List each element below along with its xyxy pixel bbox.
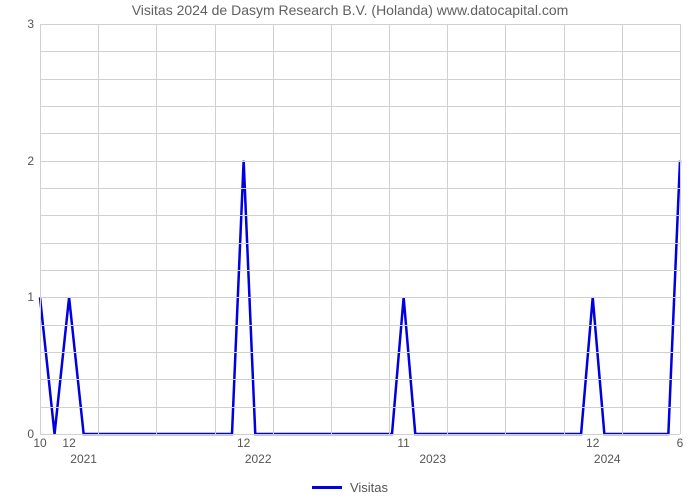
y-tick-label: 2 xyxy=(27,154,34,168)
x-gridline xyxy=(156,24,157,434)
y-minor-gridline xyxy=(40,79,680,80)
y-gridline xyxy=(40,161,680,162)
x-year-tick-label: 2021 xyxy=(70,452,97,466)
y-minor-gridline xyxy=(40,215,680,216)
x-gridline xyxy=(273,24,274,434)
chart-title: Visitas 2024 de Dasym Research B.V. (Hol… xyxy=(0,2,700,18)
x-gridline xyxy=(447,24,448,434)
x-gridline xyxy=(622,24,623,434)
x-month-tick-label: 12 xyxy=(586,436,599,450)
x-month-tick-label: 6 xyxy=(677,436,684,450)
y-gridline xyxy=(40,434,680,435)
x-month-tick-label: 12 xyxy=(62,436,75,450)
y-minor-gridline xyxy=(40,243,680,244)
chart-plot-area: 0123101212111262021202220232024 xyxy=(40,24,680,434)
x-month-tick-label: 12 xyxy=(237,436,250,450)
x-year-tick-label: 2022 xyxy=(245,452,272,466)
y-tick-label: 1 xyxy=(27,290,34,304)
y-gridline xyxy=(40,297,680,298)
x-gridline xyxy=(40,24,41,434)
chart-legend: Visitas xyxy=(0,476,700,495)
x-year-tick-label: 2024 xyxy=(594,452,621,466)
legend-swatch xyxy=(312,486,342,489)
y-gridline xyxy=(40,24,680,25)
y-minor-gridline xyxy=(40,270,680,271)
y-minor-gridline xyxy=(40,407,680,408)
x-gridline xyxy=(680,24,681,434)
x-month-tick-label: 10 xyxy=(33,436,46,450)
x-gridline xyxy=(98,24,99,434)
x-gridline xyxy=(389,24,390,434)
chart-line-layer xyxy=(40,24,680,434)
legend-label: Visitas xyxy=(350,480,388,495)
y-minor-gridline xyxy=(40,352,680,353)
y-minor-gridline xyxy=(40,133,680,134)
x-gridline xyxy=(505,24,506,434)
y-tick-label: 3 xyxy=(27,17,34,31)
x-month-tick-label: 11 xyxy=(397,436,409,450)
legend-item-visitas: Visitas xyxy=(312,480,388,495)
y-minor-gridline xyxy=(40,379,680,380)
x-gridline xyxy=(215,24,216,434)
y-minor-gridline xyxy=(40,325,680,326)
y-minor-gridline xyxy=(40,188,680,189)
y-minor-gridline xyxy=(40,51,680,52)
y-minor-gridline xyxy=(40,106,680,107)
x-gridline xyxy=(564,24,565,434)
x-year-tick-label: 2023 xyxy=(419,452,446,466)
x-gridline xyxy=(331,24,332,434)
